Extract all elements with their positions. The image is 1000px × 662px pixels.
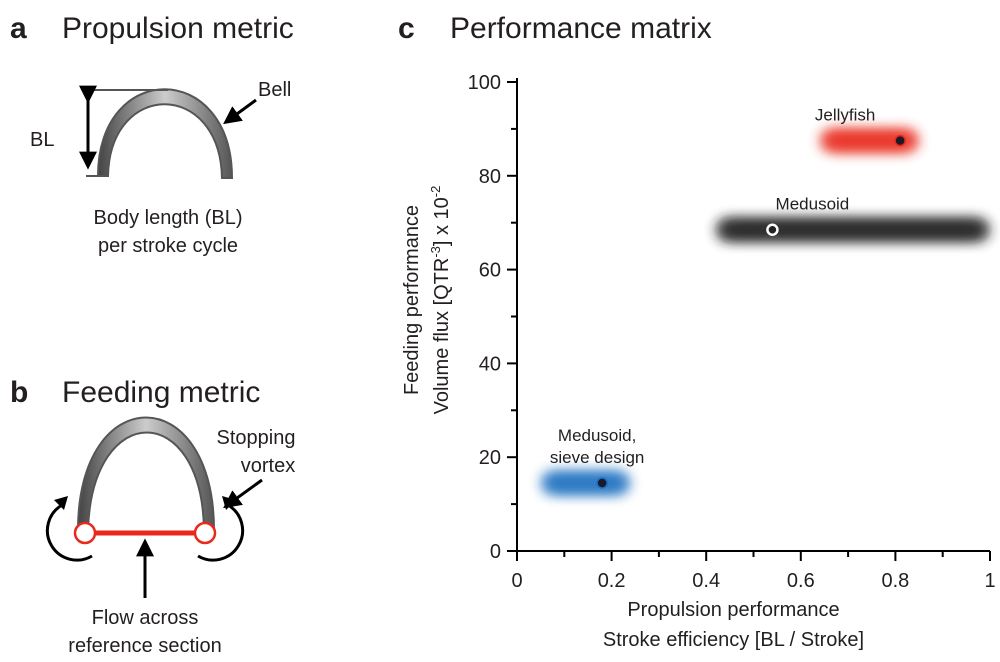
- vortex-arrow: [45, 503, 93, 562]
- chart-title: Performance matrix: [450, 12, 712, 45]
- y-tick-label: 0: [490, 541, 501, 563]
- bell-shape: [76, 416, 216, 531]
- label-part: Volume flux [QTR: [431, 258, 453, 415]
- label-part: ] x 10: [431, 197, 453, 246]
- vortex-arrowhead: [54, 496, 68, 510]
- bell-shape: [96, 88, 234, 179]
- x-axis-label: Propulsion performance: [627, 599, 839, 621]
- vortex-pointer: [223, 478, 263, 509]
- x-tick-label: 0.4: [692, 570, 720, 592]
- x-tick-label: 0.2: [598, 570, 626, 592]
- bell-label: Bell: [258, 79, 291, 101]
- panel-letter: b: [10, 376, 28, 409]
- series-label: sieve design: [550, 448, 645, 467]
- y-tick-label: 100: [468, 72, 501, 94]
- superscript: -2: [428, 186, 443, 198]
- point: [596, 477, 608, 489]
- y-tick-label: 40: [479, 353, 501, 375]
- x-tick-label: 1: [984, 570, 995, 592]
- vortex-arrow: [197, 503, 245, 562]
- panel-title: Propulsion metric: [62, 12, 294, 45]
- vortex-core: [73, 521, 97, 545]
- superscript: -3: [428, 246, 443, 258]
- point: [894, 134, 906, 147]
- vortex-core: [193, 521, 217, 545]
- bell-arrow: [223, 98, 257, 125]
- point: [766, 223, 779, 236]
- caption: reference section: [68, 635, 221, 657]
- series-label: Medusoid: [776, 195, 850, 214]
- x-tick-label: 0: [511, 570, 522, 592]
- caption: Flow across: [92, 607, 199, 629]
- y-tick-label: 80: [479, 166, 501, 188]
- series-label: Jellyfish: [815, 106, 875, 125]
- x-tick-label: 0.8: [881, 570, 909, 592]
- y-tick-label: 20: [479, 447, 501, 469]
- panel-letter: a: [10, 12, 27, 45]
- x-axis-label: Stroke efficiency [BL / Stroke]: [603, 629, 864, 651]
- panel-letter: c: [398, 12, 415, 45]
- panel-a: a Propulsion metric BL Bell Body length …: [10, 12, 294, 257]
- series-label: Medusoid,: [558, 426, 636, 445]
- bl-label: BL: [30, 129, 54, 151]
- caption: per stroke cycle: [98, 235, 238, 257]
- x-tick-label: 0.6: [787, 570, 815, 592]
- y-axis-label: Volume flux [QTR-3] x 10-2: [428, 186, 453, 415]
- y-axis-label: Feeding performance: [401, 205, 423, 395]
- panel-b: b Feeding metric Stopping vortex Flow ac…: [10, 376, 295, 657]
- caption: Body length (BL): [94, 207, 243, 229]
- range-core: [829, 131, 910, 150]
- range-core: [725, 220, 980, 239]
- vortex-label: vortex: [241, 455, 295, 477]
- y-tick-label: 60: [479, 260, 501, 282]
- range-core: [550, 473, 621, 492]
- panel-c: c Performance matrix: [398, 12, 712, 45]
- vortex-label: Stopping: [217, 427, 296, 449]
- panel-title: Feeding metric: [62, 376, 260, 409]
